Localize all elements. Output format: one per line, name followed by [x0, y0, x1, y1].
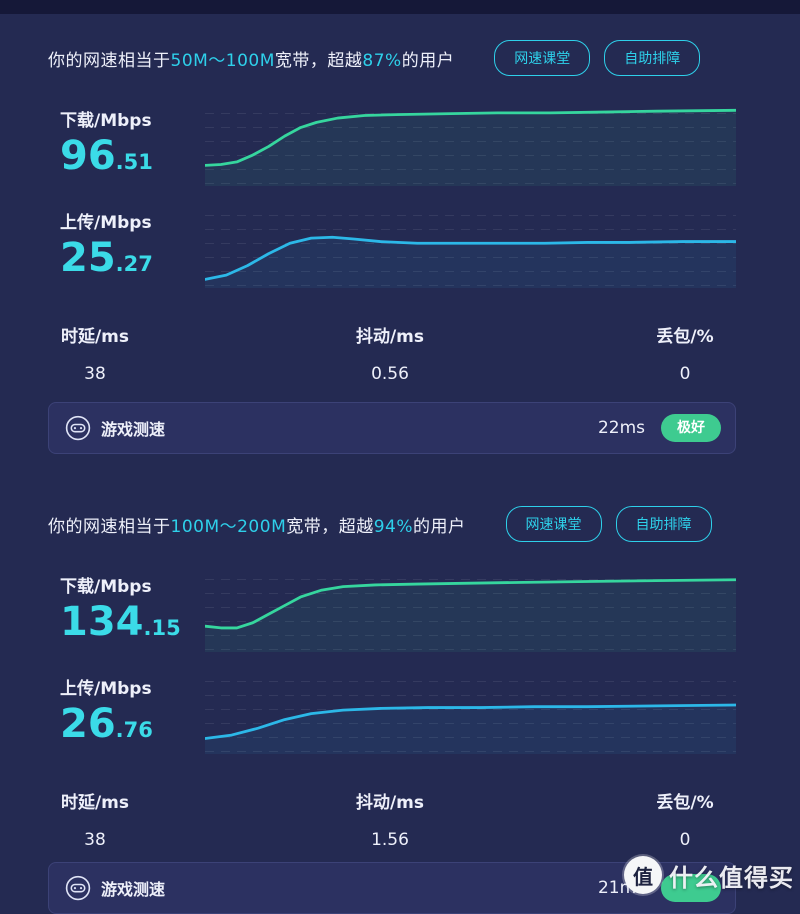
- latency-label: 时延/ms: [60, 327, 130, 347]
- upload-value-int: 26: [60, 701, 116, 747]
- upload-speed-chart: [205, 668, 736, 754]
- upload-label: 上传/Mbps: [60, 679, 152, 699]
- download-value-int: 134: [60, 599, 144, 645]
- header-buttons: 网速课堂 自助排障: [494, 40, 701, 76]
- upload-label: 上传/Mbps: [60, 213, 152, 233]
- upload-row: 上传/Mbps 25.27: [48, 202, 736, 288]
- download-row: 下载/Mbps 96.51: [48, 100, 736, 186]
- summary-bandwidth: 50M～100M: [170, 50, 275, 71]
- summary-mid: 宽带，超越: [274, 50, 363, 71]
- download-info: 下载/Mbps 96.51: [48, 100, 205, 186]
- summary-suffix: 的用户: [401, 50, 455, 71]
- latency-stat: 时延/ms 38: [50, 322, 140, 384]
- upload-info: 上传/Mbps 26.76: [48, 668, 205, 754]
- game-ping-value: 22ms: [597, 418, 645, 438]
- summary-percent: 94%: [373, 516, 414, 537]
- latency-value: 38: [84, 830, 106, 850]
- game-speedtest-label: 游戏测速: [101, 420, 166, 439]
- download-info: 下载/Mbps 134.15: [48, 566, 205, 652]
- download-value-int: 96: [60, 133, 116, 179]
- speed-result-section-1: 你的网速相当于50M～100M宽带，超越87%的用户 网速课堂 自助排障 下载/…: [0, 40, 800, 454]
- summary-text: 你的网速相当于50M～100M宽带，超越87%的用户: [48, 46, 454, 71]
- packet-loss-stat: 丢包/% 0: [640, 322, 730, 384]
- download-speed-chart: [205, 566, 736, 652]
- summary-percent: 87%: [362, 50, 402, 71]
- speed-result-section-2: 你的网速相当于100M～200M宽带，超越94%的用户 网速课堂 自助排障 下载…: [0, 506, 800, 914]
- upload-value: 25.27: [60, 238, 205, 278]
- upload-row: 上传/Mbps 26.76: [48, 668, 736, 754]
- self-troubleshoot-button[interactable]: 自助排障: [615, 506, 712, 542]
- download-value-dec: .15: [143, 616, 181, 640]
- packet-loss-label: 丢包/%: [656, 327, 714, 347]
- packet-loss-stat: 丢包/% 0: [640, 788, 730, 850]
- download-speed-chart: [205, 100, 736, 186]
- jitter-stat: 抖动/ms 1.56: [345, 788, 435, 850]
- summary-prefix: 你的网速相当于: [48, 516, 171, 537]
- latency-value: 38: [84, 364, 106, 384]
- download-value: 134.15: [60, 602, 205, 642]
- upload-value-dec: .27: [115, 252, 153, 276]
- latency-stat: 时延/ms 38: [50, 788, 140, 850]
- upload-value-int: 25: [60, 235, 116, 281]
- jitter-value: 0.56: [371, 364, 409, 384]
- latency-label: 时延/ms: [60, 793, 130, 813]
- game-rating-badge: [661, 874, 721, 902]
- packet-loss-value: 0: [679, 830, 691, 850]
- game-speedtest-row[interactable]: 游戏测速 21ms: [48, 862, 736, 914]
- game-controller-icon: [65, 875, 91, 901]
- summary-suffix: 的用户: [413, 516, 466, 537]
- game-controller-icon: [65, 415, 91, 441]
- jitter-label: 抖动/ms: [355, 327, 425, 347]
- network-lesson-button[interactable]: 网速课堂: [494, 40, 591, 76]
- jitter-stat: 抖动/ms 0.56: [345, 322, 435, 384]
- upload-value-dec: .76: [115, 718, 153, 742]
- summary-mid: 宽带，超越: [286, 516, 374, 537]
- game-ping-value: 21ms: [597, 878, 645, 898]
- summary-row-1: 你的网速相当于50M～100M宽带，超越87%的用户 网速课堂 自助排障: [48, 40, 736, 76]
- jitter-label: 抖动/ms: [355, 793, 425, 813]
- stats-row: 时延/ms 38 抖动/ms 1.56 丢包/% 0: [48, 788, 736, 850]
- download-value-dec: .51: [115, 150, 153, 174]
- download-row: 下载/Mbps 134.15: [48, 566, 736, 652]
- header-buttons: 网速课堂 自助排障: [505, 506, 712, 542]
- download-label: 下载/Mbps: [60, 111, 152, 131]
- jitter-value: 1.56: [371, 830, 409, 850]
- game-rating-badge: 极好: [661, 414, 721, 442]
- summary-bandwidth: 100M～200M: [170, 516, 287, 537]
- summary-row-2: 你的网速相当于100M～200M宽带，超越94%的用户 网速课堂 自助排障: [48, 506, 736, 542]
- summary-text: 你的网速相当于100M～200M宽带，超越94%的用户: [48, 512, 466, 537]
- stats-row: 时延/ms 38 抖动/ms 0.56 丢包/% 0: [48, 322, 736, 384]
- packet-loss-label: 丢包/%: [656, 793, 714, 813]
- self-troubleshoot-button[interactable]: 自助排障: [604, 40, 701, 76]
- upload-value: 26.76: [60, 704, 205, 744]
- summary-prefix: 你的网速相当于: [48, 50, 171, 71]
- game-speedtest-row[interactable]: 游戏测速 22ms 极好: [48, 402, 736, 454]
- upload-info: 上传/Mbps 25.27: [48, 202, 205, 288]
- network-lesson-button[interactable]: 网速课堂: [505, 506, 602, 542]
- packet-loss-value: 0: [679, 364, 691, 384]
- download-label: 下载/Mbps: [60, 577, 152, 597]
- top-strip: [0, 0, 800, 14]
- game-speedtest-label: 游戏测速: [101, 880, 166, 899]
- download-value: 96.51: [60, 136, 205, 176]
- upload-speed-chart: [205, 202, 736, 288]
